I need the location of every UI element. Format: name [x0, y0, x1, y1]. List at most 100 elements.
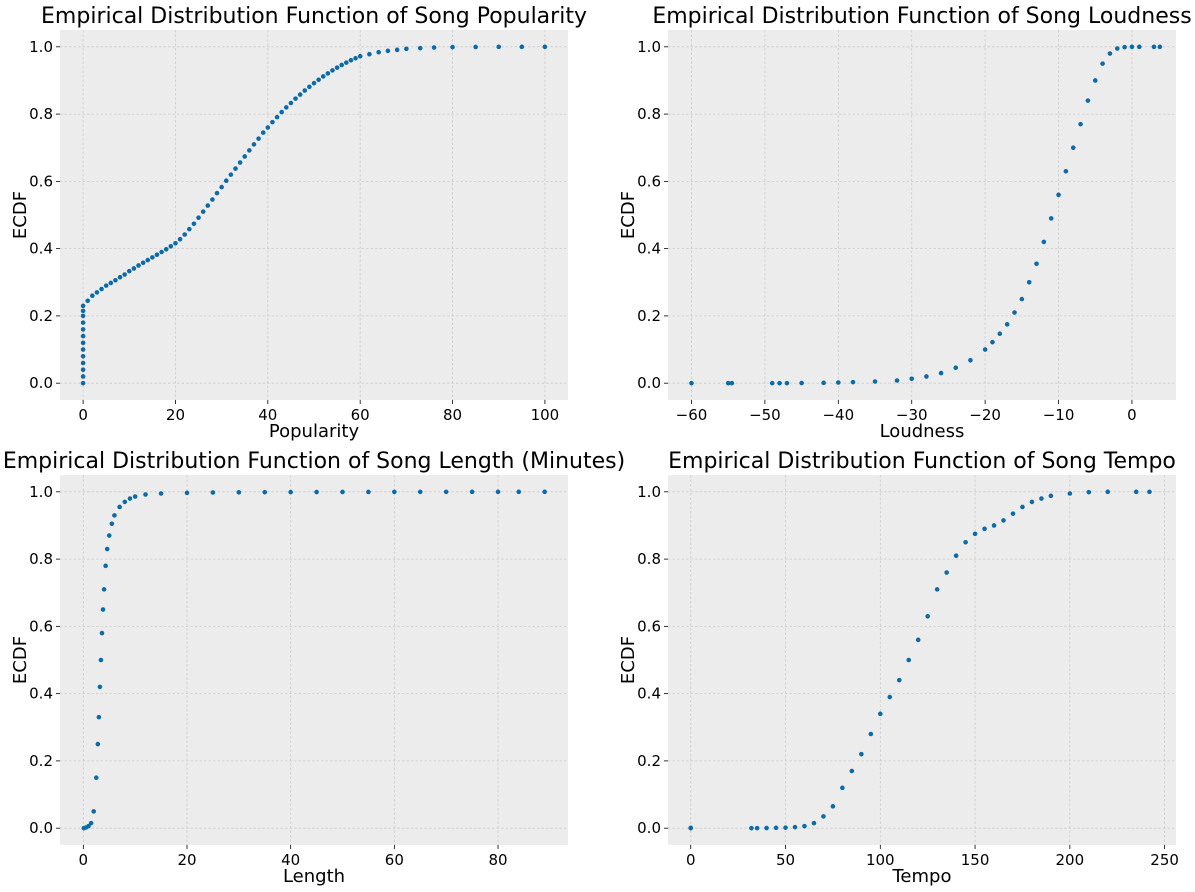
- data-point: [1020, 504, 1025, 510]
- data-point: [80, 374, 86, 379]
- data-point: [1085, 98, 1091, 103]
- data-point: [938, 370, 944, 376]
- y-tick-label: 0.0: [637, 374, 661, 392]
- data-point: [836, 380, 841, 385]
- data-point: [219, 184, 224, 190]
- data-point: [542, 489, 547, 495]
- data-point: [214, 190, 220, 196]
- data-point: [117, 274, 123, 280]
- data-point: [944, 570, 949, 575]
- data-point: [228, 172, 234, 177]
- data-point: [909, 376, 915, 382]
- data-point: [896, 677, 902, 683]
- data-point: [887, 694, 893, 700]
- x-tick-label: 250: [1150, 851, 1179, 869]
- data-point: [764, 825, 769, 831]
- data-point: [191, 221, 197, 227]
- data-point: [260, 130, 266, 135]
- data-point: [1100, 61, 1105, 66]
- data-point: [104, 546, 110, 552]
- data-point: [1092, 78, 1098, 83]
- data-point: [140, 260, 146, 266]
- data-point: [516, 489, 522, 495]
- x-tick-label: 150: [961, 851, 990, 869]
- y-tick-label: 0.8: [637, 550, 661, 568]
- data-point: [849, 768, 855, 774]
- data-point: [86, 823, 91, 829]
- data-point: [850, 379, 856, 385]
- y-tick-label: 0.4: [637, 240, 661, 258]
- data-point: [934, 587, 940, 592]
- data-point: [830, 804, 836, 809]
- y-tick-label: 1.0: [637, 483, 661, 501]
- data-point: [799, 380, 804, 386]
- y-tick-label: 0.2: [29, 307, 53, 325]
- data-point: [769, 380, 775, 386]
- data-point: [968, 358, 973, 363]
- data-point: [450, 44, 455, 50]
- x-tick-label: 40: [258, 406, 277, 424]
- data-point: [1001, 518, 1006, 523]
- data-point: [242, 154, 248, 159]
- y-axis-label: ECDF: [618, 636, 639, 684]
- data-point: [1122, 44, 1127, 50]
- data-point: [339, 62, 345, 68]
- data-point: [357, 53, 363, 59]
- data-point: [1133, 489, 1139, 495]
- chart-title: Empirical Distribution Function of Song …: [41, 4, 587, 29]
- data-point: [184, 490, 190, 496]
- data-point: [1136, 44, 1142, 50]
- data-point: [132, 494, 138, 499]
- popularity-ecdf-panel: 0 20 40 60 80 100 0.0 0.2 0.4 0.6 0.8 1.0 Empirical…: [10, 4, 587, 442]
- data-point: [210, 197, 215, 202]
- y-tick-label: 0.4: [637, 685, 661, 703]
- data-point: [443, 489, 449, 495]
- y-tick-label: 0.4: [29, 685, 53, 703]
- x-tick-label: 60: [385, 851, 404, 869]
- y-tick-label: 1.0: [29, 483, 53, 501]
- data-point: [868, 731, 874, 737]
- data-point: [773, 825, 779, 831]
- y-tick-label: 0.6: [637, 172, 661, 190]
- data-point: [223, 178, 229, 183]
- data-point: [688, 825, 694, 831]
- data-point: [542, 44, 548, 50]
- y-tick-label: 0.6: [29, 617, 53, 635]
- x-axis-label: Length: [283, 866, 345, 887]
- data-point: [495, 489, 501, 495]
- data-point: [314, 489, 319, 495]
- data-point: [108, 280, 114, 286]
- x-tick-label: 50: [776, 851, 795, 869]
- data-point: [251, 142, 257, 147]
- data-point: [307, 84, 312, 90]
- x-tick-label: −10: [1043, 406, 1075, 424]
- chart-title: Empirical Distribution Function of Song …: [3, 449, 625, 474]
- x-axis-label: Popularity: [269, 421, 360, 442]
- data-point: [112, 513, 117, 518]
- y-tick-label: 0.2: [29, 752, 53, 770]
- data-point: [877, 711, 883, 717]
- data-point: [519, 44, 525, 50]
- data-point: [1070, 145, 1076, 151]
- ticks: 0 20 40 60 80 100 0.0 0.2 0.4 0.6 0.8 1.0: [29, 38, 559, 424]
- data-point: [101, 587, 107, 592]
- data-point: [783, 825, 788, 830]
- y-axis-label: ECDF: [10, 636, 31, 684]
- data-point: [93, 775, 99, 781]
- data-point: [320, 74, 326, 79]
- data-point: [982, 526, 987, 532]
- data-point: [872, 379, 878, 384]
- data-point: [367, 51, 372, 57]
- data-point: [1107, 51, 1113, 56]
- plot-area: [668, 475, 1176, 845]
- data-point: [1012, 310, 1017, 315]
- grid: [668, 475, 1176, 845]
- y-tick-label: 0.8: [637, 105, 661, 123]
- data-point: [821, 814, 826, 819]
- data-point: [1063, 168, 1069, 174]
- data-point: [90, 293, 95, 299]
- data-point: [749, 825, 754, 831]
- grid: [668, 30, 1176, 400]
- data-point: [80, 303, 86, 309]
- data-point: [417, 45, 423, 51]
